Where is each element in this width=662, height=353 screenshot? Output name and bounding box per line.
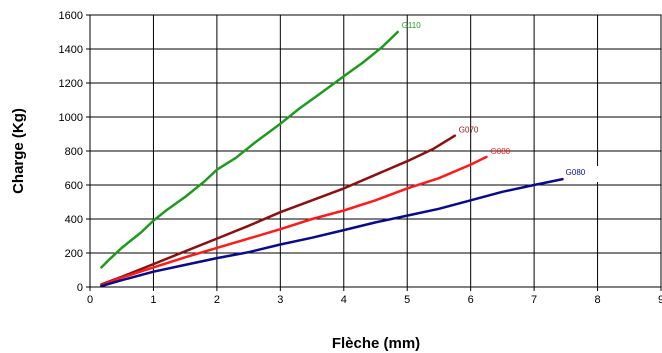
x-tick-label: 2	[214, 294, 220, 306]
y-tick-label: 0	[77, 282, 83, 294]
series-line-g080-2	[100, 155, 488, 287]
series-label: G070	[459, 126, 479, 135]
grid-lines	[89, 14, 662, 288]
series-label: G080	[566, 168, 586, 177]
y-tick-label: 600	[65, 180, 83, 192]
series-label: G110	[402, 21, 422, 30]
y-axis-title: Charge (Kg)	[10, 108, 27, 194]
x-tick-label: 1	[150, 294, 156, 306]
series-line-g110-0	[100, 30, 399, 269]
x-tick-label: 3	[277, 294, 283, 306]
y-tick-label: 400	[65, 214, 83, 226]
x-tick-label: 9	[658, 294, 662, 306]
x-tick-label: 0	[87, 294, 93, 306]
x-tick-label: 5	[404, 294, 410, 306]
series-label: G080	[491, 147, 511, 156]
series-line-g070-1	[100, 134, 457, 286]
series-lines	[100, 30, 564, 288]
y-tick-label: 1400	[59, 44, 83, 56]
y-axis-ticks: 0 200 400 600 800 1000 1200 1400 1600	[59, 10, 90, 294]
x-tick-label: 7	[531, 294, 537, 306]
series-label-background	[563, 166, 622, 183]
y-tick-label: 1200	[59, 78, 83, 90]
x-axis-title: Flèche (mm)	[332, 335, 420, 352]
x-tick-label: 6	[468, 294, 474, 306]
series-line-g080-3	[100, 177, 564, 288]
y-tick-label: 1600	[59, 10, 83, 22]
plot-area-border	[89, 14, 662, 288]
x-tick-label: 8	[594, 294, 600, 306]
x-tick-label: 4	[341, 294, 347, 306]
x-axis-ticks: 0 1 2 3 4 5 6 7 8 9	[87, 287, 662, 306]
series-labels: G110 G070 G080 G080	[402, 21, 622, 183]
y-tick-label: 200	[65, 248, 83, 260]
y-tick-label: 800	[65, 146, 83, 158]
y-tick-label: 1000	[59, 112, 83, 124]
